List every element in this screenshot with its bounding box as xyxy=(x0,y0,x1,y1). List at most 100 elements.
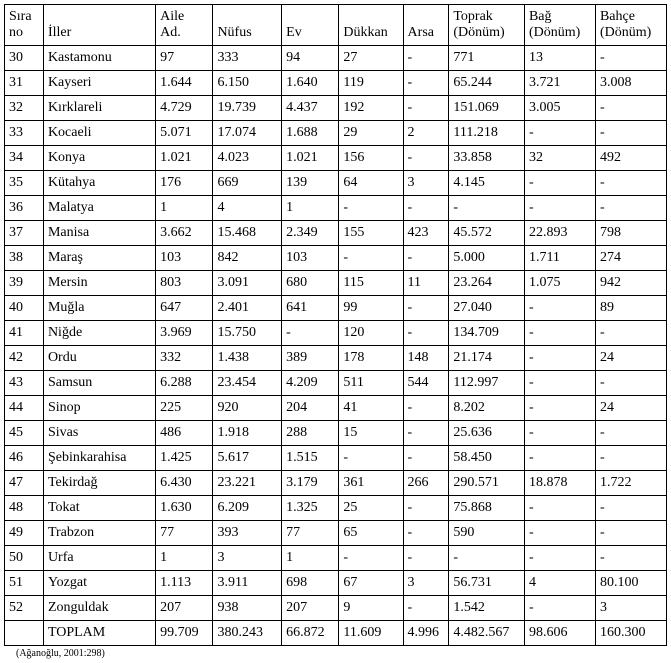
table-cell: 1.021 xyxy=(156,146,213,171)
table-row: 52Zonguldak2079382079-1.542-3 xyxy=(5,596,667,621)
table-row: 43Samsun6.28823.4544.209511544112.997-- xyxy=(5,371,667,396)
table-cell: 771 xyxy=(449,46,525,71)
table-cell: 798 xyxy=(595,221,666,246)
table-cell: - xyxy=(524,196,595,221)
table-cell: 6.209 xyxy=(213,496,282,521)
table-row: 33Kocaeli5.07117.0741.688292111.218-- xyxy=(5,121,667,146)
table-cell: 112.997 xyxy=(449,371,525,396)
table-cell: - xyxy=(403,396,449,421)
table-cell: 65.244 xyxy=(449,71,525,96)
table-row: 37Manisa3.66215.4682.34915542345.57222.8… xyxy=(5,221,667,246)
table-cell: Sivas xyxy=(43,421,155,446)
table-cell: Trabzon xyxy=(43,521,155,546)
table-cell: 75.868 xyxy=(449,496,525,521)
table-cell: 1.113 xyxy=(156,571,213,596)
table-cell: Manisa xyxy=(43,221,155,246)
table-cell: 669 xyxy=(213,171,282,196)
table-cell: Malatya xyxy=(43,196,155,221)
table-cell: 942 xyxy=(595,271,666,296)
table-cell: 1.918 xyxy=(213,421,282,446)
table-cell: - xyxy=(339,196,403,221)
table-cell: Mersin xyxy=(43,271,155,296)
table-cell: 680 xyxy=(282,271,339,296)
table-row: 41Niğde3.96915.750-120-134.709-- xyxy=(5,321,667,346)
table-cell: 36 xyxy=(5,196,44,221)
table-cell: 1.325 xyxy=(282,496,339,521)
table-cell: - xyxy=(339,246,403,271)
table-cell xyxy=(5,621,44,646)
table-cell: 1.644 xyxy=(156,71,213,96)
table-cell: 23.221 xyxy=(213,471,282,496)
table-cell: 11.609 xyxy=(339,621,403,646)
table-row: 46Şebinkarahisa1.4255.6171.515--58.450-- xyxy=(5,446,667,471)
table-cell: 1.722 xyxy=(595,471,666,496)
table-cell: 65 xyxy=(339,521,403,546)
table-cell: 938 xyxy=(213,596,282,621)
table-cell: 204 xyxy=(282,396,339,421)
table-cell: Niğde xyxy=(43,321,155,346)
table-cell: Samsun xyxy=(43,371,155,396)
table-cell: 97 xyxy=(156,46,213,71)
table-head: Sırano İllerAileAd. Nüfus Ev Dükkan Arsa… xyxy=(5,5,667,46)
column-header: AileAd. xyxy=(156,5,213,46)
table-row: 35Kütahya1766691396434.145-- xyxy=(5,171,667,196)
table-cell: - xyxy=(595,46,666,71)
table-cell: 3.969 xyxy=(156,321,213,346)
table-cell: 77 xyxy=(282,521,339,546)
table-cell: 35 xyxy=(5,171,44,196)
table-cell: - xyxy=(403,146,449,171)
table-cell: 156 xyxy=(339,146,403,171)
table-cell: 1 xyxy=(156,196,213,221)
table-cell: 67 xyxy=(339,571,403,596)
table-cell: - xyxy=(524,371,595,396)
table-cell: Tekirdağ xyxy=(43,471,155,496)
table-cell: 32 xyxy=(524,146,595,171)
header-line2: (Dönüm) xyxy=(453,25,520,41)
table-cell: 27.040 xyxy=(449,296,525,321)
table-cell: - xyxy=(595,321,666,346)
table-cell: 3.721 xyxy=(524,71,595,96)
table-cell: 803 xyxy=(156,271,213,296)
table-cell: 698 xyxy=(282,571,339,596)
table-cell: 66.872 xyxy=(282,621,339,646)
header-line2: no xyxy=(9,25,39,41)
table-body: 30Kastamonu973339427-77113-31Kayseri1.64… xyxy=(5,46,667,646)
table-cell: - xyxy=(524,321,595,346)
table-cell: 37 xyxy=(5,221,44,246)
table-cell: 4.729 xyxy=(156,96,213,121)
table-cell: 31 xyxy=(5,71,44,96)
table-cell: - xyxy=(403,496,449,521)
header-line2: (Dönüm) xyxy=(600,25,662,41)
table-cell: 17.074 xyxy=(213,121,282,146)
table-cell: - xyxy=(403,296,449,321)
table-cell: - xyxy=(524,346,595,371)
table-cell: 2.349 xyxy=(282,221,339,246)
table-cell: 99 xyxy=(339,296,403,321)
table-cell: 23.264 xyxy=(449,271,525,296)
table-cell: 160.300 xyxy=(595,621,666,646)
table-cell: 1 xyxy=(282,196,339,221)
table-cell: 290.571 xyxy=(449,471,525,496)
table-cell: Kırklareli xyxy=(43,96,155,121)
table-cell: 647 xyxy=(156,296,213,321)
table-cell: 2 xyxy=(403,121,449,146)
table-cell: - xyxy=(403,321,449,346)
table-row: 47Tekirdağ6.43023.2213.179361266290.5711… xyxy=(5,471,667,496)
table-cell: 3.091 xyxy=(213,271,282,296)
table-row: 42Ordu3321.43838917814821.174-24 xyxy=(5,346,667,371)
table-cell: 5.000 xyxy=(449,246,525,271)
table-cell: 94 xyxy=(282,46,339,71)
table-cell: 33.858 xyxy=(449,146,525,171)
table-cell: 3 xyxy=(403,171,449,196)
table-cell: 134.709 xyxy=(449,321,525,346)
table-cell: 492 xyxy=(595,146,666,171)
table-cell: - xyxy=(524,546,595,571)
column-header: Nüfus xyxy=(213,5,282,46)
header-line2: (Dönüm) xyxy=(529,25,591,41)
table-cell: 39 xyxy=(5,271,44,296)
table-cell: 15.750 xyxy=(213,321,282,346)
table-cell: - xyxy=(524,171,595,196)
table-cell: 41 xyxy=(339,396,403,421)
table-cell: TOPLAM xyxy=(43,621,155,646)
table-cell: 1.438 xyxy=(213,346,282,371)
